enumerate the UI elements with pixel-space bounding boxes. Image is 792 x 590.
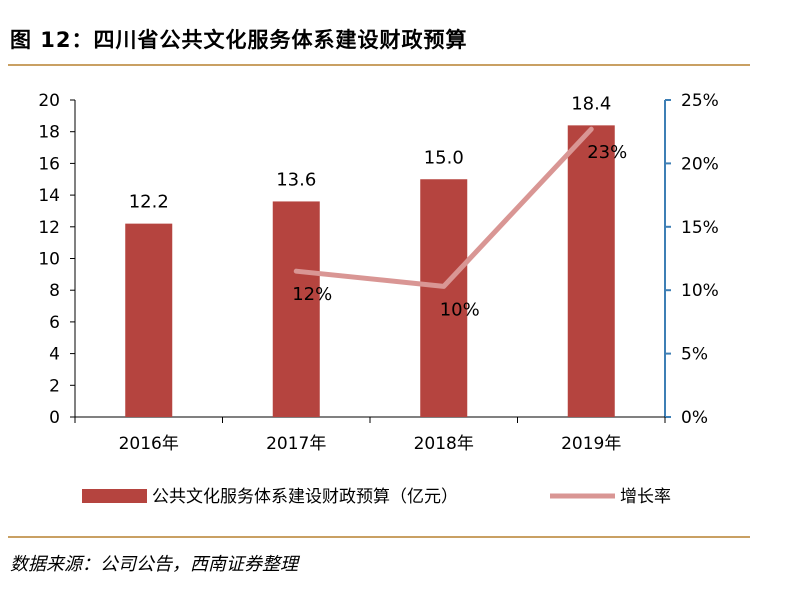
y-left-tick-label: 14 <box>38 186 60 206</box>
legend-bar-swatch <box>82 489 147 503</box>
source-note: 数据来源：公司公告，西南证券整理 <box>10 554 298 575</box>
y-left-tick-label: 10 <box>38 250 60 270</box>
legend-line-label: 增长率 <box>620 487 671 507</box>
growth-value-label: 12% <box>292 284 332 305</box>
footer-divider <box>8 536 750 538</box>
x-tick-label: 2016年 <box>119 434 179 454</box>
growth-value-label: 10% <box>440 299 480 320</box>
bar <box>125 223 173 417</box>
y-right-tick-label: 5% <box>681 345 708 365</box>
bar-value-label: 15.0 <box>424 147 464 168</box>
y-left-tick-label: 8 <box>49 281 60 301</box>
chart-canvas: 0 2 4 6 8 10 12 14 16 18 20 0% 5% 10% 15% 20% 25% 2016年 20… <box>38 91 719 507</box>
x-tick-label: 2017年 <box>266 434 326 454</box>
x-tick-label: 2018年 <box>414 434 474 454</box>
bar <box>272 201 320 417</box>
y-right-tick-label: 10% <box>681 281 719 301</box>
bar <box>567 125 615 418</box>
bar-value-label: 12.2 <box>129 192 169 213</box>
y-left-tick-label: 6 <box>49 313 60 333</box>
legend-bar-label: 公共文化服务体系建设财政预算（亿元） <box>152 487 458 507</box>
y-left-tick-label: 18 <box>38 123 60 143</box>
y-right-tick-label: 20% <box>681 154 719 174</box>
y-left-tick-label: 12 <box>38 218 60 238</box>
bar-value-label: 18.4 <box>571 93 611 114</box>
chart-title: 图 12：四川省公共文化服务体系建设财政预算 <box>10 28 468 52</box>
y-right-tick-label: 25% <box>681 91 719 111</box>
title-divider <box>8 64 750 66</box>
bar <box>420 179 468 417</box>
x-tick-label: 2019年 <box>561 434 621 454</box>
y-left-tick-label: 0 <box>49 408 60 428</box>
bar-value-label: 13.6 <box>276 169 316 190</box>
y-left-tick-label: 20 <box>38 91 60 111</box>
growth-value-label: 23% <box>587 142 627 163</box>
y-left-tick-label: 2 <box>49 376 60 396</box>
y-right-tick-label: 0% <box>681 408 708 428</box>
y-right-tick-label: 15% <box>681 218 719 238</box>
y-left-tick-label: 16 <box>38 154 60 174</box>
y-left-tick-label: 4 <box>49 345 60 365</box>
